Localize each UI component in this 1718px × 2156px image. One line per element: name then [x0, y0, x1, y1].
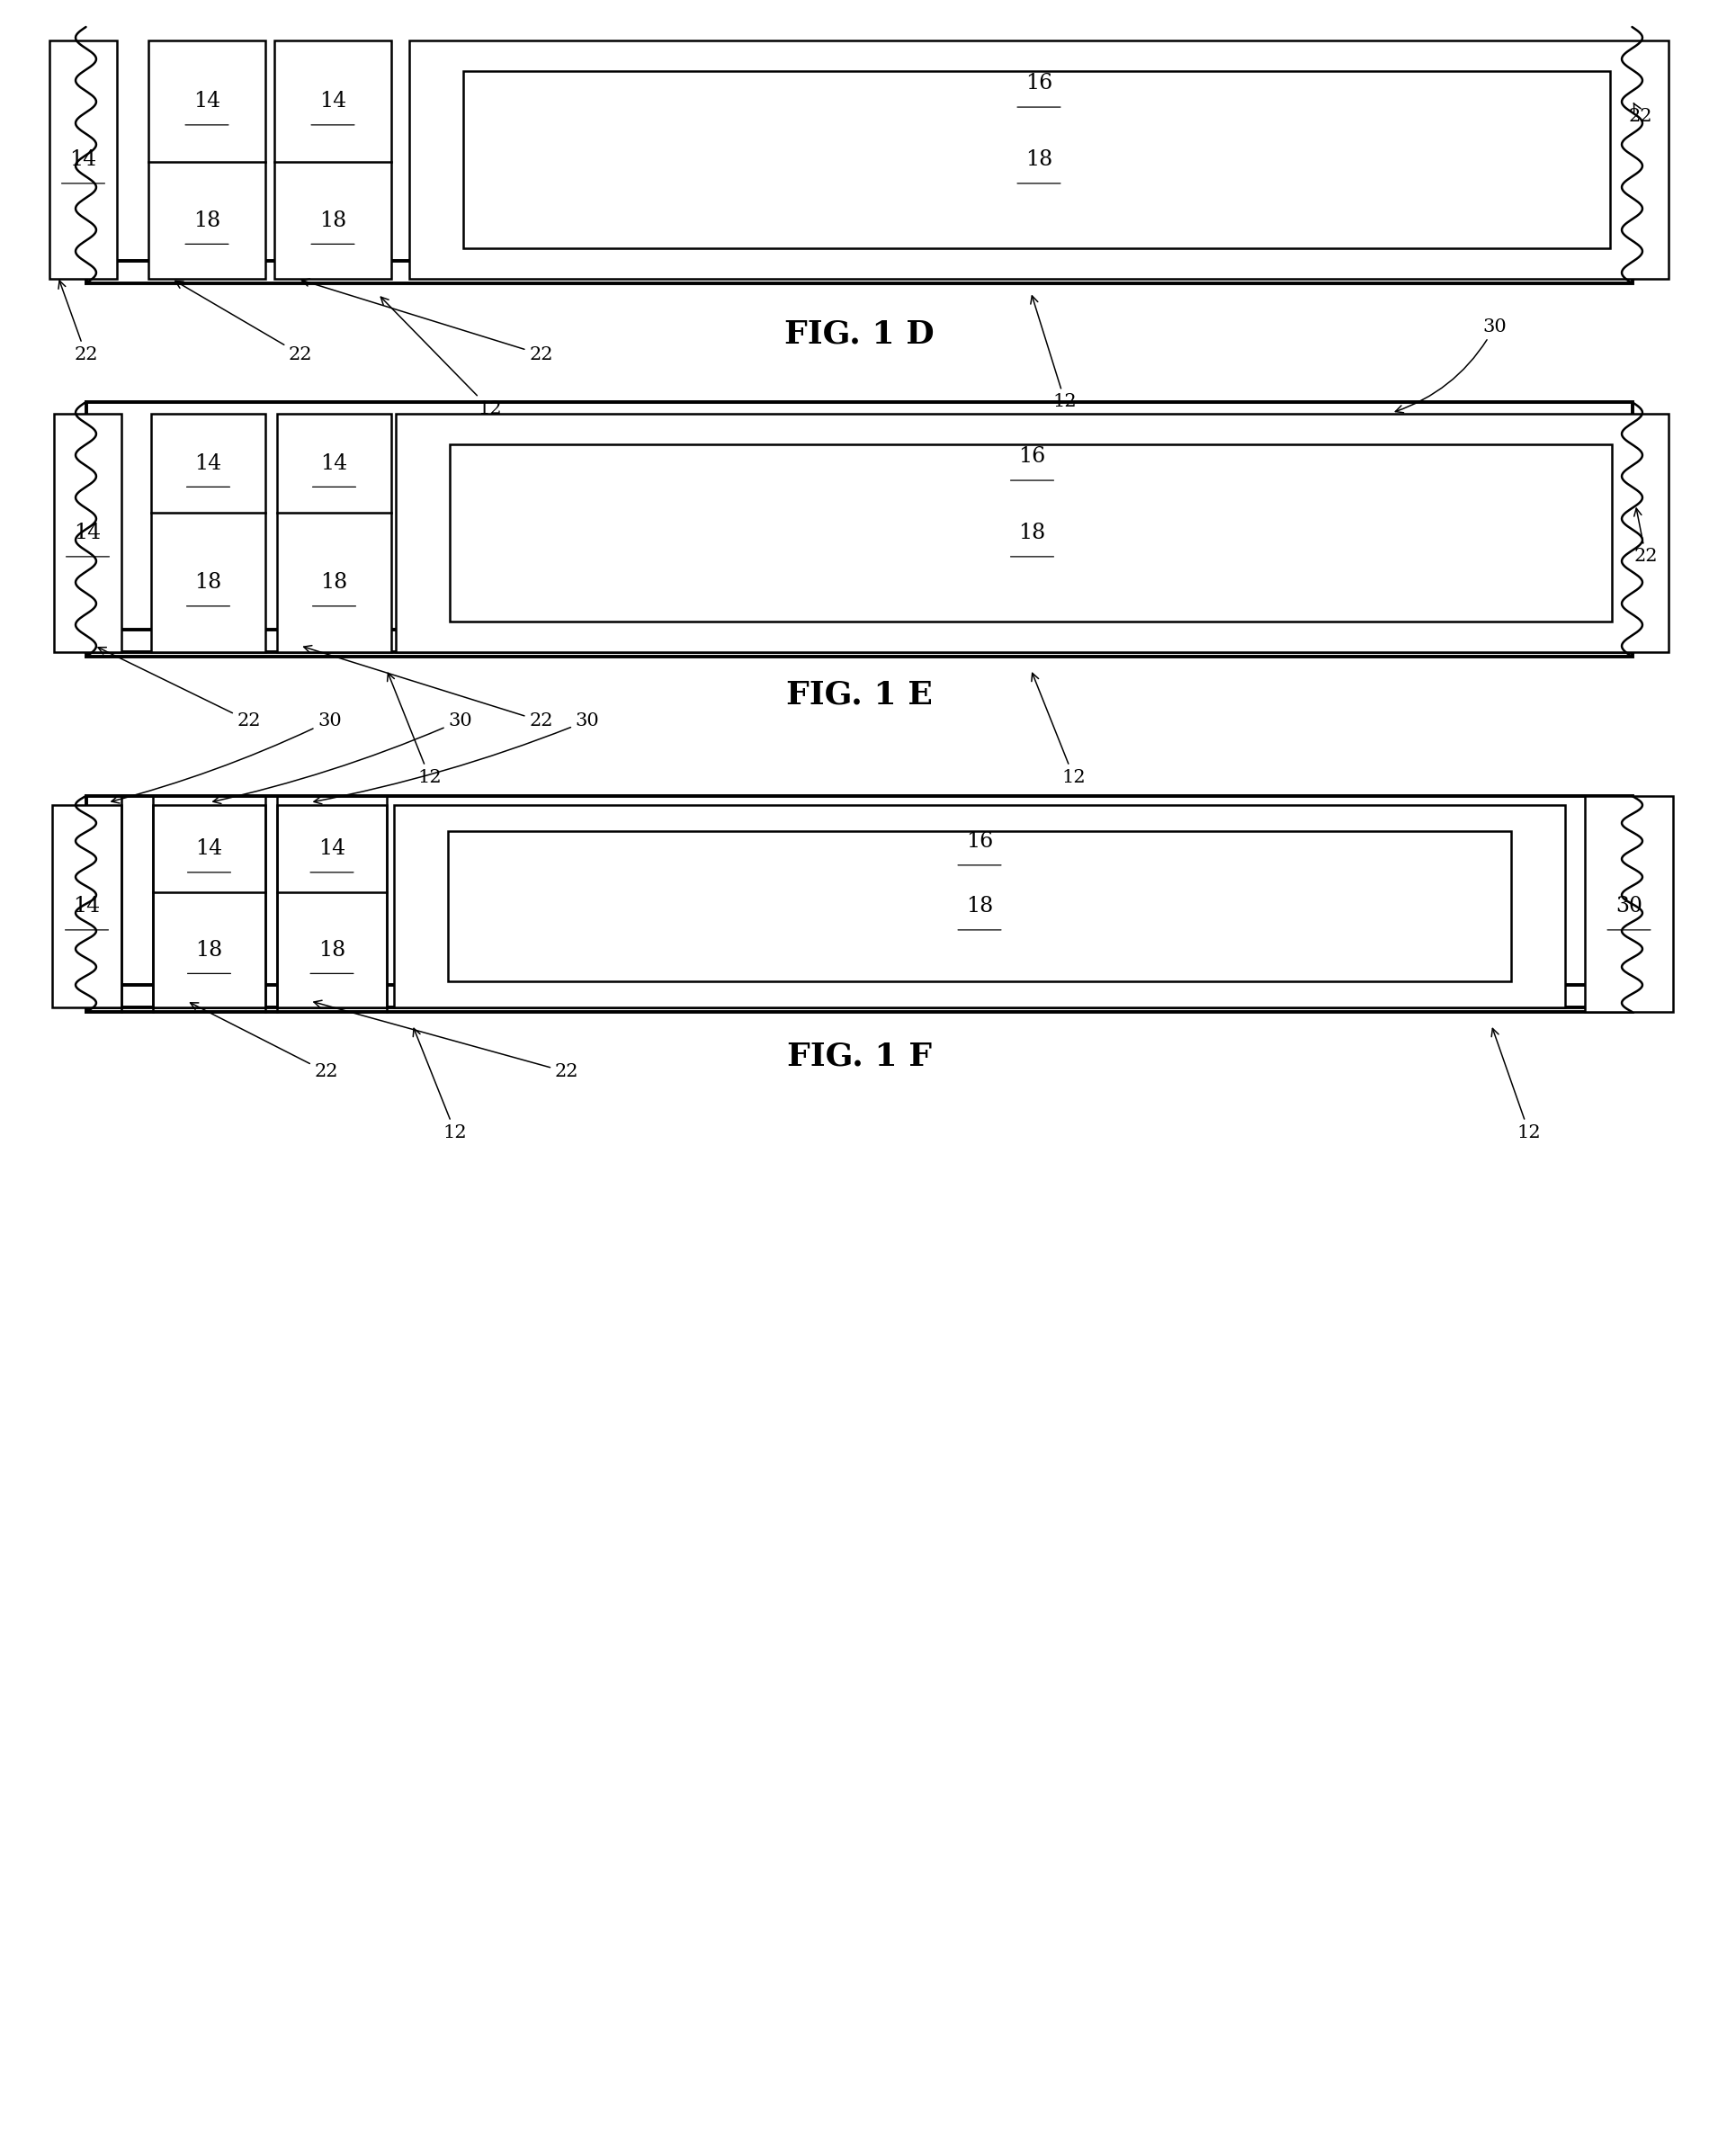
Text: 14: 14	[74, 897, 100, 916]
Text: 14: 14	[192, 91, 220, 112]
Text: FIG. 1 E: FIG. 1 E	[785, 679, 933, 709]
Text: 16: 16	[1026, 73, 1053, 93]
Text: 14: 14	[196, 839, 223, 858]
Text: 18: 18	[196, 940, 223, 959]
Bar	[277, 804, 387, 1007]
Text: 22: 22	[58, 280, 98, 362]
Bar	[275, 41, 392, 278]
Text: 14: 14	[318, 839, 345, 858]
Text: 30: 30	[213, 711, 472, 804]
Bar	[450, 444, 1611, 621]
Bar	[86, 401, 1632, 658]
Text: 22: 22	[98, 647, 261, 729]
Bar	[50, 41, 117, 278]
Text: 12: 12	[412, 1028, 467, 1141]
Bar	[409, 41, 1668, 278]
Bar	[393, 804, 1565, 1007]
Text: 30: 30	[1395, 319, 1507, 412]
Text: 12: 12	[381, 298, 502, 416]
Text: 18: 18	[1019, 522, 1046, 543]
Bar	[86, 261, 1632, 282]
Text: 12: 12	[1031, 673, 1086, 785]
Text: 18: 18	[318, 940, 345, 959]
Text: 12: 12	[1491, 1028, 1541, 1141]
Text: 18: 18	[192, 209, 220, 231]
Bar	[277, 414, 392, 651]
Text: 30: 30	[1615, 897, 1642, 916]
Text: 14: 14	[194, 453, 222, 474]
Bar	[148, 41, 265, 278]
Bar	[86, 796, 1632, 1011]
Bar	[448, 832, 1512, 981]
Bar	[151, 414, 265, 651]
Text: 22: 22	[191, 1003, 338, 1080]
Text: 18: 18	[320, 209, 347, 231]
Text: 14: 14	[320, 91, 347, 112]
Text: 16: 16	[1019, 446, 1046, 468]
Text: 16: 16	[966, 830, 993, 852]
Bar	[153, 804, 265, 1007]
Text: 18: 18	[321, 571, 347, 593]
Text: 18: 18	[194, 571, 222, 593]
Text: FIG. 1 D: FIG. 1 D	[783, 319, 935, 349]
Text: 22: 22	[302, 278, 553, 362]
Text: 14: 14	[70, 149, 96, 170]
Bar	[86, 985, 1632, 1007]
Text: 22: 22	[1629, 103, 1653, 125]
Text: FIG. 1 F: FIG. 1 F	[787, 1041, 931, 1072]
Text: 14: 14	[74, 522, 101, 543]
Text: 30: 30	[112, 711, 342, 804]
Bar	[1586, 796, 1673, 1011]
Text: 12: 12	[1031, 295, 1077, 410]
Text: 22: 22	[175, 280, 313, 362]
Bar	[464, 71, 1610, 248]
Bar	[395, 414, 1668, 651]
Text: 22: 22	[304, 645, 553, 729]
Text: 18: 18	[966, 897, 993, 916]
Text: 12: 12	[387, 673, 442, 785]
Text: 14: 14	[321, 453, 347, 474]
Text: 30: 30	[314, 711, 600, 804]
Bar	[53, 414, 122, 651]
Text: 18: 18	[1026, 149, 1053, 170]
Text: 22: 22	[1634, 509, 1658, 565]
Text: 22: 22	[314, 1000, 579, 1080]
Bar	[52, 804, 122, 1007]
Bar	[86, 630, 1632, 651]
